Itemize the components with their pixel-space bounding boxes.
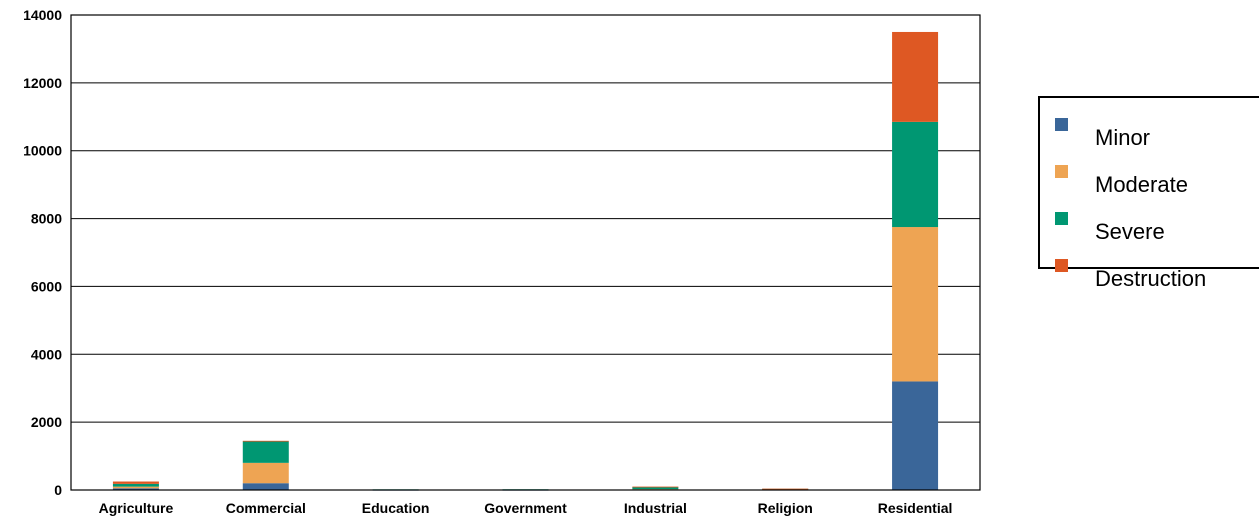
legend-label-moderate: Moderate — [1095, 172, 1188, 197]
bar-residential-minor — [892, 381, 939, 490]
x-tick-label: Residential — [878, 500, 953, 516]
legend-swatch-moderate — [1055, 165, 1068, 178]
y-tick-label: 10000 — [23, 143, 62, 159]
plot-frame — [70, 14, 981, 491]
x-axis-ticks: Agriculture Commercial Education Government… — [99, 500, 953, 516]
gridlines — [71, 82, 980, 423]
x-tick-label: Religion — [758, 500, 813, 516]
x-tick-label: Industrial — [624, 500, 687, 516]
y-tick-label: 14000 — [23, 7, 62, 23]
bar-commercial-destruction — [242, 440, 289, 442]
bar-commercial-severe — [242, 441, 289, 463]
bar-residential-destruction — [892, 31, 939, 122]
y-tick-label: 0 — [54, 482, 62, 498]
x-tick-label: Commercial — [226, 500, 306, 516]
legend-swatch-minor — [1055, 118, 1068, 131]
y-tick-label: 12000 — [23, 75, 62, 91]
y-tick-label: 4000 — [31, 346, 62, 362]
bar-agriculture-destruction — [112, 481, 159, 484]
bar-commercial-minor — [242, 483, 289, 490]
x-tick-label: Government — [484, 500, 567, 516]
y-axis-ticks: 0 2000 4000 6000 8000 10000 12000 14000 — [23, 7, 62, 498]
y-tick-label: 2000 — [31, 414, 62, 430]
x-tick-label: Agriculture — [99, 500, 174, 516]
legend-label-minor: Minor — [1095, 125, 1150, 150]
bar-residential-severe — [892, 121, 939, 228]
bar-commercial-moderate — [242, 462, 289, 484]
legend-swatch-severe — [1055, 212, 1068, 225]
bar-religion-destruction — [762, 488, 809, 490]
legend-label-destruction: Destruction — [1095, 266, 1206, 291]
bar-residential-moderate — [892, 227, 939, 382]
legend-frame — [1038, 96, 1259, 269]
x-tick-label: Education — [362, 500, 430, 516]
y-tick-label: 8000 — [31, 211, 62, 227]
bar-agriculture-moderate — [112, 486, 159, 489]
bar-industrial-destruction — [632, 486, 679, 488]
y-tick-label: 6000 — [31, 278, 62, 294]
bar-industrial-severe — [632, 486, 679, 490]
legend: Minor Moderate Severe Destruction — [1038, 96, 1259, 291]
legend-swatch-destruction — [1055, 259, 1068, 272]
bar-agriculture-severe — [112, 483, 159, 487]
legend-label-severe: Severe — [1095, 219, 1165, 244]
bar-agriculture-minor — [112, 488, 159, 490]
